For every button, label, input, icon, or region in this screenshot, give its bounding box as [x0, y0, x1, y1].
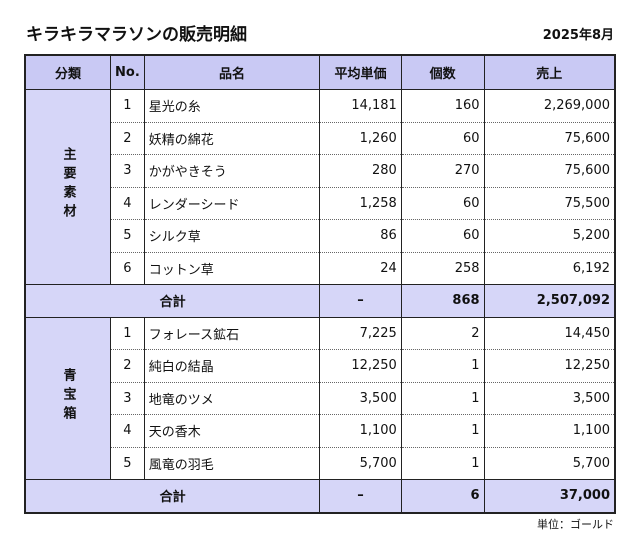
header-row: 分類 No. 品名 平均単価 個数 売上: [24, 54, 616, 90]
cell: 12,250: [483, 349, 616, 382]
subtotal-row: 合計 –6 37,000: [24, 479, 616, 513]
cell: 4: [110, 414, 145, 447]
cell: 1: [400, 446, 485, 480]
cell: 1: [400, 381, 485, 415]
cell: 270: [400, 154, 485, 187]
subtotal-sales: 2,507,092: [483, 284, 616, 318]
cell: 2: [110, 349, 145, 382]
cell: 3: [110, 154, 145, 187]
cell: 2,269,000: [483, 89, 616, 122]
title: キラキラマラソンの販売明細: [26, 25, 247, 45]
unit-note: 単位：ゴールド: [537, 518, 614, 531]
subtotal-price: –: [319, 284, 402, 318]
category-label: 主要素材: [60, 147, 76, 223]
cell: 12,250: [319, 349, 402, 382]
item-row: 4 レンダーシード 1,258 60 75,500: [25, 186, 616, 220]
subtotal-label: 合計: [24, 284, 321, 318]
cell: 星光の糸: [143, 89, 321, 122]
column-header: 売上: [483, 54, 616, 90]
cell: 6: [110, 251, 145, 285]
category-cell: 青宝箱: [24, 316, 111, 480]
cell: 1: [400, 414, 485, 447]
cell: 純白の結晶: [143, 349, 321, 382]
column-header: No.: [110, 54, 145, 90]
sales-table: 分類 No. 品名 平均単価 個数 売上 主要素材 1 星光の糸 14,181 160 2,269,…: [24, 54, 616, 514]
cell: フォレース鉱石: [143, 316, 321, 350]
cell: 風竜の羽毛: [143, 446, 321, 480]
item-row: 2 妖精の綿花 1,260 60 75,600: [25, 121, 616, 155]
item-row: 6 コットン草 24 258 6,192: [25, 251, 616, 285]
cell: 地竜のツメ: [143, 381, 321, 415]
cell: シルク草: [143, 219, 321, 252]
cell: 1,260: [319, 121, 402, 155]
cell: 24: [319, 251, 402, 285]
table-body: 主要素材 1 星光の糸 14,181 160 2,269,000 2 妖精の綿花 1,260 60…: [24, 89, 616, 513]
cell: 妖精の綿花: [143, 121, 321, 155]
cell: 75,600: [483, 121, 616, 155]
cell: 2: [400, 316, 485, 350]
cell: 2: [110, 121, 145, 155]
column-header: 個数: [400, 54, 485, 90]
subtotal-row: 合計 –868 2,507,092: [24, 284, 616, 318]
cell: 86: [319, 219, 402, 252]
cell: 3,500: [483, 381, 616, 415]
item-row: 主要素材 1 星光の糸 14,181 160 2,269,000: [24, 89, 616, 285]
cell: 天の香木: [143, 414, 321, 447]
subtotal-label: 合計: [24, 479, 321, 513]
cell: 1: [110, 316, 145, 350]
cell: レンダーシード: [143, 186, 321, 220]
cell: 1: [400, 349, 485, 382]
cell: 5: [110, 446, 145, 480]
subtotal-sales: 37,000: [483, 479, 616, 513]
subtotal-qty: 6: [400, 479, 485, 513]
subtotal-qty: 868: [400, 284, 485, 318]
cell: 60: [400, 186, 485, 220]
cell: 14,181: [319, 89, 402, 122]
cell: 280: [319, 154, 402, 187]
subtotal-price: –: [319, 479, 402, 513]
cell: 3: [110, 381, 145, 415]
column-header: 分類: [24, 54, 111, 90]
cell: 1: [110, 89, 145, 122]
item-row: 4 天の香木 1,100 1 1,100: [25, 414, 616, 447]
item-row: 3 地竜のツメ 3,500 1 3,500: [25, 381, 616, 415]
cell: 1,100: [319, 414, 402, 447]
cell: 3,500: [319, 381, 402, 415]
cell: 5,700: [319, 446, 402, 480]
cell: 5,700: [483, 446, 616, 480]
cell: 5: [110, 219, 145, 252]
cell: 14,450: [483, 316, 616, 350]
item-row: 2 純白の結晶 12,250 1 12,250: [25, 349, 616, 382]
cell: 6,192: [483, 251, 616, 285]
category-cell: 主要素材: [24, 89, 111, 285]
cell: 4: [110, 186, 145, 220]
column-header: 品名: [143, 54, 321, 90]
column-header: 平均単価: [319, 54, 402, 90]
cell: 1,100: [483, 414, 616, 447]
cell: 75,600: [483, 154, 616, 187]
cell: 258: [400, 251, 485, 285]
cell: かがやきそう: [143, 154, 321, 187]
cell: コットン草: [143, 251, 321, 285]
cell: 7,225: [319, 316, 402, 350]
cell: 5,200: [483, 219, 616, 252]
category-label: 青宝箱: [60, 367, 76, 425]
cell: 60: [400, 121, 485, 155]
cell: 60: [400, 219, 485, 252]
cell: 160: [400, 89, 485, 122]
cell: 1,258: [319, 186, 402, 220]
item-row: 青宝箱 1 フォレース鉱石 7,225 2 14,450: [24, 316, 616, 480]
date: 2025年8月: [542, 28, 614, 43]
item-row: 5 シルク草 86 60 5,200: [25, 219, 616, 252]
item-row: 5 風竜の羽毛 5,700 1 5,700: [25, 446, 616, 480]
item-row: 3 かがやきそう 280 270 75,600: [25, 154, 616, 187]
cell: 75,500: [483, 186, 616, 220]
